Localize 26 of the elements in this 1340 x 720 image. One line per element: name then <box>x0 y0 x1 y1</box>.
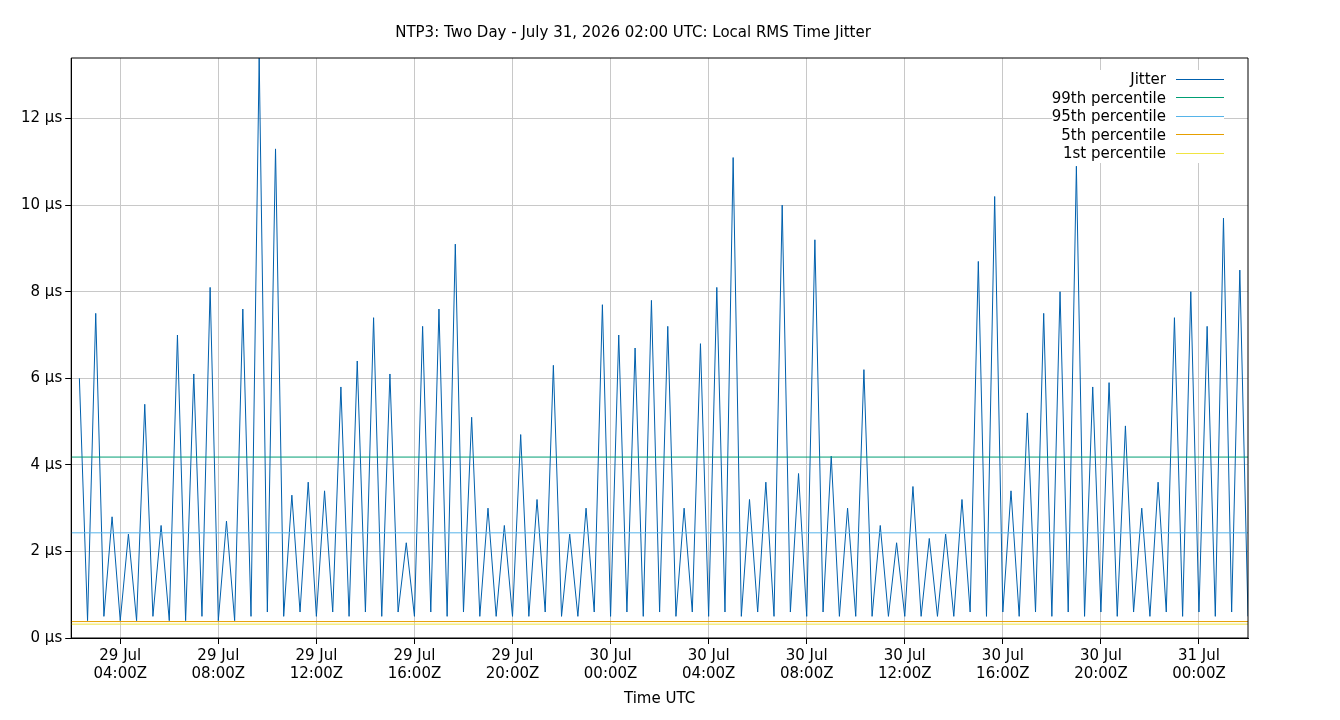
x-tick-label: 29 Jul 20:00Z <box>485 645 540 682</box>
x-tick-label: 30 Jul 12:00Z <box>878 645 932 682</box>
x-axis-title: Time UTC <box>623 688 696 707</box>
y-tick-label: 12 µs <box>20 108 63 127</box>
y-tick-label: 8 µs <box>30 281 63 300</box>
legend-label: 99th percentile <box>1051 88 1166 107</box>
x-tick-label: 30 Jul 16:00Z <box>976 645 1030 682</box>
y-tick-label: 6 µs <box>30 368 63 387</box>
legend-label: 95th percentile <box>1051 107 1166 126</box>
x-tick-label: 30 Jul 00:00Z <box>583 645 638 682</box>
x-tick-label: 29 Jul 12:00Z <box>289 645 344 682</box>
x-tick-label: 31 Jul 00:00Z <box>1172 645 1226 682</box>
y-tick-label: 2 µs <box>30 541 63 560</box>
legend-label: Jitter <box>1130 70 1166 89</box>
legend-label: 5th percentile <box>1061 125 1166 144</box>
x-tick-label: 29 Jul 04:00Z <box>93 645 147 682</box>
x-tick-label: 30 Jul 04:00Z <box>681 645 736 682</box>
y-tick-label: 10 µs <box>20 195 63 214</box>
x-tick-label: 30 Jul 20:00Z <box>1074 645 1128 682</box>
y-tick-label: 0 µs <box>30 627 63 646</box>
x-tick-label: 29 Jul 08:00Z <box>191 645 246 682</box>
y-tick-label: 4 µs <box>30 454 63 473</box>
legend-label: 1st percentile <box>1062 144 1166 163</box>
x-tick-label: 30 Jul 08:00Z <box>779 645 834 682</box>
chart-title: NTP3: Two Day - July 31, 2026 02:00 UTC: Local RMS Time Jitter <box>395 22 872 41</box>
x-tick-label: 29 Jul 16:00Z <box>387 645 442 682</box>
